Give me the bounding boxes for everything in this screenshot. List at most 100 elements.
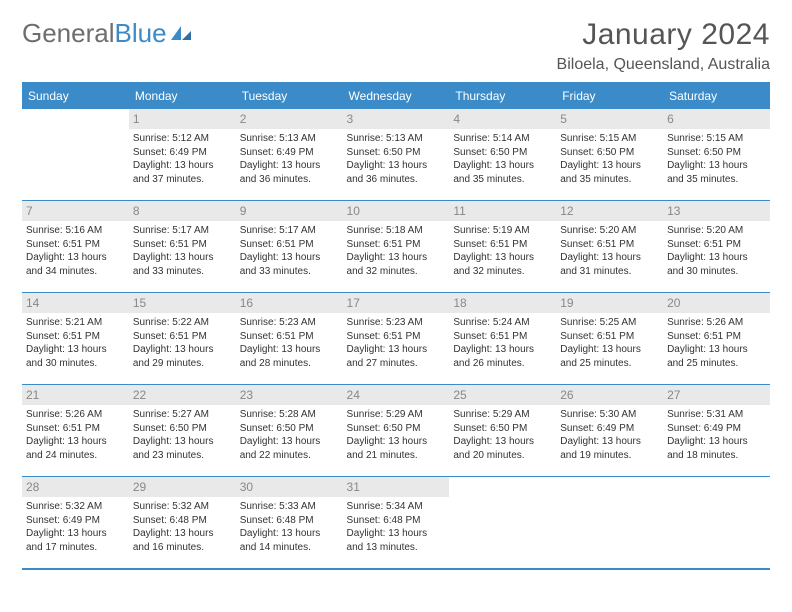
daylight-text: Daylight: 13 hours xyxy=(240,435,339,449)
weekday-header: Sunday xyxy=(22,83,129,109)
daylight-text: and 32 minutes. xyxy=(453,265,552,279)
weekday-header: Saturday xyxy=(663,83,770,109)
calendar-cell: 15Sunrise: 5:22 AMSunset: 6:51 PMDayligh… xyxy=(129,293,236,385)
daylight-text: Daylight: 13 hours xyxy=(240,251,339,265)
day-number: 22 xyxy=(129,385,236,405)
daylight-text: Daylight: 13 hours xyxy=(240,527,339,541)
daylight-text: and 26 minutes. xyxy=(453,357,552,371)
daylight-text: Daylight: 13 hours xyxy=(560,251,659,265)
weekday-header: Friday xyxy=(556,83,663,109)
calendar-cell: 9Sunrise: 5:17 AMSunset: 6:51 PMDaylight… xyxy=(236,201,343,293)
daylight-text: and 24 minutes. xyxy=(26,449,125,463)
daylight-text: and 30 minutes. xyxy=(26,357,125,371)
daylight-text: and 33 minutes. xyxy=(133,265,232,279)
daylight-text: Daylight: 13 hours xyxy=(667,435,766,449)
weekday-header: Thursday xyxy=(449,83,556,109)
daylight-text: and 34 minutes. xyxy=(26,265,125,279)
sunset-text: Sunset: 6:50 PM xyxy=(453,422,552,436)
daylight-text: and 28 minutes. xyxy=(240,357,339,371)
sunset-text: Sunset: 6:49 PM xyxy=(667,422,766,436)
daylight-text: and 32 minutes. xyxy=(347,265,446,279)
sunset-text: Sunset: 6:51 PM xyxy=(347,238,446,252)
sunrise-text: Sunrise: 5:32 AM xyxy=(26,500,125,514)
sunset-text: Sunset: 6:51 PM xyxy=(347,330,446,344)
sunrise-text: Sunrise: 5:25 AM xyxy=(560,316,659,330)
day-number: 23 xyxy=(236,385,343,405)
day-number: 6 xyxy=(663,109,770,129)
day-number: 18 xyxy=(449,293,556,313)
day-number: 9 xyxy=(236,201,343,221)
sunrise-text: Sunrise: 5:28 AM xyxy=(240,408,339,422)
calendar-cell: 13Sunrise: 5:20 AMSunset: 6:51 PMDayligh… xyxy=(663,201,770,293)
sunset-text: Sunset: 6:49 PM xyxy=(240,146,339,160)
brand-part1: General xyxy=(22,18,115,49)
calendar-cell xyxy=(556,477,663,569)
sunset-text: Sunset: 6:51 PM xyxy=(667,238,766,252)
daylight-text: Daylight: 13 hours xyxy=(560,435,659,449)
day-number: 28 xyxy=(22,477,129,497)
calendar-cell xyxy=(449,477,556,569)
sunrise-text: Sunrise: 5:26 AM xyxy=(667,316,766,330)
sunrise-text: Sunrise: 5:30 AM xyxy=(560,408,659,422)
day-number: 7 xyxy=(22,201,129,221)
day-number: 30 xyxy=(236,477,343,497)
daylight-text: Daylight: 13 hours xyxy=(133,251,232,265)
sunrise-text: Sunrise: 5:29 AM xyxy=(453,408,552,422)
calendar-cell: 6Sunrise: 5:15 AMSunset: 6:50 PMDaylight… xyxy=(663,109,770,201)
calendar-cell: 2Sunrise: 5:13 AMSunset: 6:49 PMDaylight… xyxy=(236,109,343,201)
sunset-text: Sunset: 6:50 PM xyxy=(347,422,446,436)
day-number: 11 xyxy=(449,201,556,221)
daylight-text: Daylight: 13 hours xyxy=(26,435,125,449)
weekday-header: Wednesday xyxy=(343,83,450,109)
daylight-text: Daylight: 13 hours xyxy=(453,435,552,449)
calendar-cell: 29Sunrise: 5:32 AMSunset: 6:48 PMDayligh… xyxy=(129,477,236,569)
day-number: 24 xyxy=(343,385,450,405)
calendar-cell: 1Sunrise: 5:12 AMSunset: 6:49 PMDaylight… xyxy=(129,109,236,201)
calendar-cell: 23 Sunrise: 5:28 AMSunset: 6:50 PMDayligh… xyxy=(236,385,343,477)
calendar-cell: 31Sunrise: 5:34 AMSunset: 6:48 PMDayligh… xyxy=(343,477,450,569)
sunset-text: Sunset: 6:51 PM xyxy=(133,330,232,344)
calendar-header-row: SundayMondayTuesdayWednesdayThursdayFrid… xyxy=(22,83,770,109)
calendar-week: 7Sunrise: 5:16 AMSunset: 6:51 PMDaylight… xyxy=(22,201,770,293)
sunset-text: Sunset: 6:48 PM xyxy=(133,514,232,528)
calendar-cell: 3Sunrise: 5:13 AMSunset: 6:50 PMDaylight… xyxy=(343,109,450,201)
day-number: 20 xyxy=(663,293,770,313)
sunrise-text: Sunrise: 5:26 AM xyxy=(26,408,125,422)
brand-part2: Blue xyxy=(115,18,167,49)
sunset-text: Sunset: 6:50 PM xyxy=(347,146,446,160)
calendar-cell: 10Sunrise: 5:18 AMSunset: 6:51 PMDayligh… xyxy=(343,201,450,293)
day-number: 17 xyxy=(343,293,450,313)
day-number: 13 xyxy=(663,201,770,221)
daylight-text: Daylight: 13 hours xyxy=(26,251,125,265)
day-number: 31 xyxy=(343,477,450,497)
sunset-text: Sunset: 6:50 PM xyxy=(133,422,232,436)
sunrise-text: Sunrise: 5:31 AM xyxy=(667,408,766,422)
sunset-text: Sunset: 6:50 PM xyxy=(240,422,339,436)
sunset-text: Sunset: 6:49 PM xyxy=(560,422,659,436)
sunrise-text: Sunrise: 5:32 AM xyxy=(133,500,232,514)
calendar-cell: 4Sunrise: 5:14 AMSunset: 6:50 PMDaylight… xyxy=(449,109,556,201)
calendar-cell: 12Sunrise: 5:20 AMSunset: 6:51 PMDayligh… xyxy=(556,201,663,293)
sunrise-text: Sunrise: 5:14 AM xyxy=(453,132,552,146)
calendar-cell: 26Sunrise: 5:30 AMSunset: 6:49 PMDayligh… xyxy=(556,385,663,477)
daylight-text: and 36 minutes. xyxy=(347,173,446,187)
daylight-text: and 21 minutes. xyxy=(347,449,446,463)
daylight-text: Daylight: 13 hours xyxy=(133,159,232,173)
brand-logo: GeneralBlue xyxy=(22,18,193,49)
daylight-text: and 19 minutes. xyxy=(560,449,659,463)
day-number: 19 xyxy=(556,293,663,313)
sunset-text: Sunset: 6:51 PM xyxy=(240,238,339,252)
daylight-text: and 25 minutes. xyxy=(560,357,659,371)
daylight-text: and 36 minutes. xyxy=(240,173,339,187)
sunset-text: Sunset: 6:51 PM xyxy=(133,238,232,252)
sunset-text: Sunset: 6:51 PM xyxy=(240,330,339,344)
daylight-text: and 22 minutes. xyxy=(240,449,339,463)
calendar-cell: 30Sunrise: 5:33 AMSunset: 6:48 PMDayligh… xyxy=(236,477,343,569)
daylight-text: and 31 minutes. xyxy=(560,265,659,279)
daylight-text: Daylight: 13 hours xyxy=(667,251,766,265)
daylight-text: Daylight: 13 hours xyxy=(347,159,446,173)
daylight-text: and 30 minutes. xyxy=(667,265,766,279)
daylight-text: Daylight: 13 hours xyxy=(453,251,552,265)
day-number: 16 xyxy=(236,293,343,313)
daylight-text: Daylight: 13 hours xyxy=(453,159,552,173)
